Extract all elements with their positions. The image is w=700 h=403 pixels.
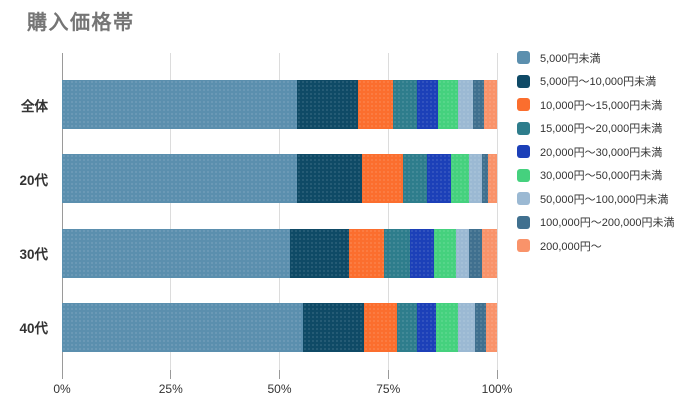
bar-segment[interactable] [364,302,397,352]
category-label-40代: 40代 [19,321,48,337]
gridline-75 [387,53,389,370]
legend-swatch-icon [517,98,530,112]
bar-segment[interactable] [451,154,469,204]
gridline-0 [61,53,63,370]
bar-segment[interactable] [427,154,452,204]
legend-item[interactable]: 200,000円〜 [517,234,675,258]
legend-item[interactable]: 5,000円未満 [517,46,675,70]
bar-segment[interactable] [488,154,497,204]
bar-segment[interactable] [349,228,384,278]
legend-label: 15,000円〜20,000円未満 [540,123,663,136]
legend-label: 5,000円〜10,000円未満 [540,76,657,89]
legend-item[interactable]: 10,000円〜15,000円未満 [517,93,675,117]
legend-label: 200,000円〜 [540,240,602,253]
legend-item[interactable]: 20,000円〜30,000円未満 [517,140,675,164]
axis-tick-25 [170,370,172,379]
bar-segment[interactable] [416,302,437,352]
legend: 5,000円未満 5,000円〜10,000円未満 10,000円〜15,000円未… [517,46,675,258]
bar-row-20代 [62,154,497,204]
axis-tick-0 [61,370,63,379]
category-label-30代: 30代 [19,247,48,263]
x-axis-label-0%: 0% [53,382,71,396]
bar-segment[interactable] [481,228,497,278]
bar-segment[interactable] [455,228,469,278]
bar-segment[interactable] [433,228,456,278]
legend-swatch-icon [517,215,530,229]
axis-tick-75 [387,370,389,379]
legend-item[interactable]: 15,000円〜20,000円未満 [517,117,675,141]
gridline-100 [496,53,498,370]
legend-swatch-icon [517,51,530,65]
bar-segment[interactable] [362,154,404,204]
legend-swatch-icon [517,168,530,182]
gridline-25 [170,53,172,370]
bar-segment[interactable] [296,80,358,129]
gridline-50 [279,53,280,370]
x-axis-label-25%: 25% [158,382,183,396]
bar-segment[interactable] [62,80,297,129]
bar-segment[interactable] [473,80,484,129]
legend-label: 50,000円〜100,000円未満 [540,193,669,206]
category-label-全体: 全体 [21,98,48,114]
bar-segment[interactable] [403,154,428,204]
axis-tick-100 [496,370,498,379]
legend-swatch-icon [517,74,530,88]
legend-swatch-icon [517,239,530,253]
chart-title: 購入価格帯 [27,12,135,34]
bar-segment[interactable] [481,154,489,204]
bar-segment[interactable] [436,302,458,352]
legend-swatch-icon [517,145,530,159]
bar-segment[interactable] [392,80,417,129]
bar-segment[interactable] [396,302,417,352]
legend-label: 100,000円〜200,000円未満 [540,217,675,230]
category-label-20代: 20代 [19,172,48,188]
bar-segment[interactable] [62,302,304,352]
bar-segment[interactable] [409,228,434,278]
legend-item[interactable]: 30,000円〜50,000円未満 [517,164,675,188]
bar-segment[interactable] [62,228,291,278]
x-axis-label-75%: 75% [376,382,401,396]
bar-row-30代 [62,228,497,278]
legend-label: 20,000円〜30,000円未満 [540,146,663,159]
bar-segment[interactable] [468,228,482,278]
plot-area [61,53,498,379]
bar-segment[interactable] [416,80,439,129]
legend-swatch-icon [517,192,530,206]
bar-segment[interactable] [62,154,297,204]
bar-segment[interactable] [457,80,474,129]
bar-row-40代 [62,302,497,352]
bar-segment[interactable] [357,80,393,129]
axis-tick-50 [279,370,280,379]
bar-segment[interactable] [475,302,487,352]
bar-segment[interactable] [486,302,497,352]
bar-segment[interactable] [457,302,476,352]
legend-item[interactable]: 100,000円〜200,000円未満 [517,211,675,235]
legend-label: 10,000円〜15,000円未満 [540,99,663,112]
bar-segment[interactable] [290,228,350,278]
x-axis-label-50%: 50% [267,382,292,396]
bar-segment[interactable] [303,302,365,352]
legend-label: 30,000円〜50,000円未満 [540,170,663,183]
bar-segment[interactable] [438,80,458,129]
legend-item[interactable]: 50,000円〜100,000円未満 [517,187,675,211]
legend-item[interactable]: 5,000円〜10,000円未満 [517,70,675,94]
legend-swatch-icon [517,121,530,135]
bar-segment[interactable] [296,154,363,204]
bar-segment[interactable] [383,228,410,278]
bar-segment[interactable] [468,154,482,204]
bar-segment[interactable] [483,80,497,129]
x-axis-label-100%: 100% [481,382,513,396]
legend-label: 5,000円未満 [540,52,601,65]
bar-row-全体 [62,80,497,129]
